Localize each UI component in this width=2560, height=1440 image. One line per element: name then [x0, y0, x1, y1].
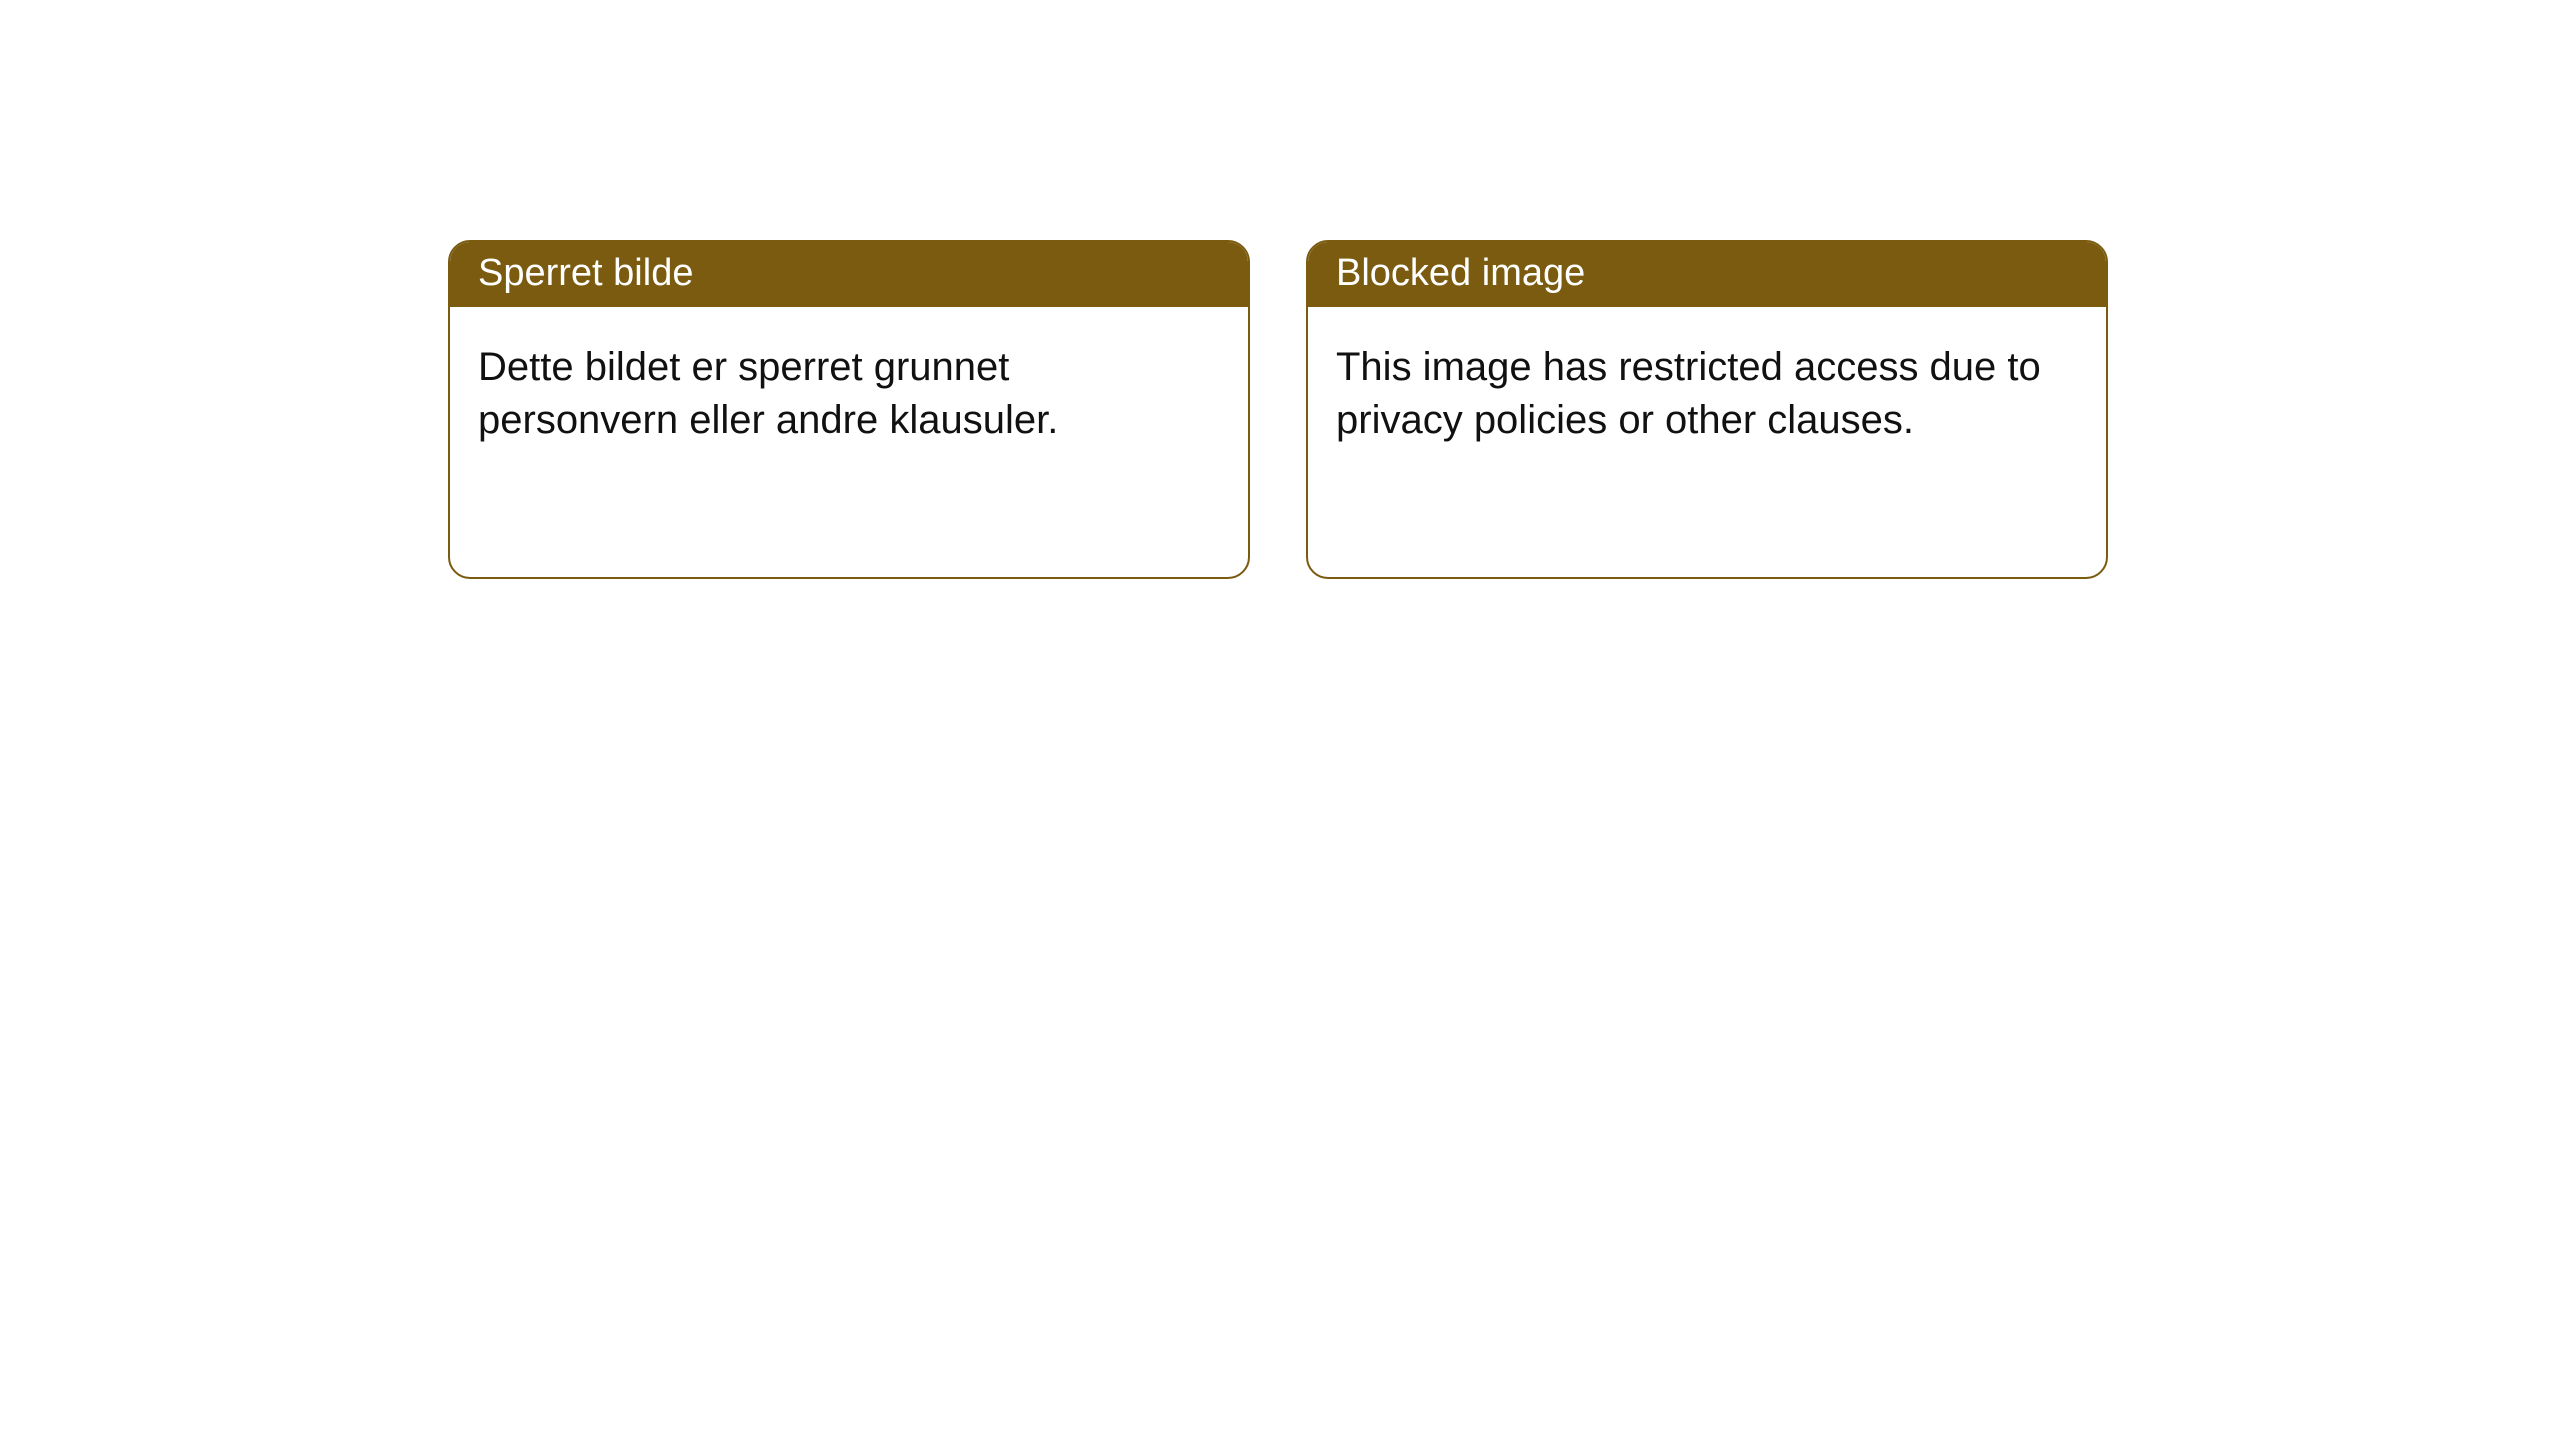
card-body-text: This image has restricted access due to …	[1336, 345, 2041, 442]
card-title: Sperret bilde	[478, 252, 693, 294]
notice-card-english: Blocked image This image has restricted …	[1306, 240, 2108, 579]
card-body-text: Dette bildet er sperret grunnet personve…	[478, 345, 1058, 442]
card-body: Dette bildet er sperret grunnet personve…	[450, 307, 1248, 577]
card-body: This image has restricted access due to …	[1308, 307, 2106, 577]
card-header: Blocked image	[1308, 242, 2106, 307]
notice-card-norwegian: Sperret bilde Dette bildet er sperret gr…	[448, 240, 1250, 579]
card-title: Blocked image	[1336, 252, 1585, 294]
card-header: Sperret bilde	[450, 242, 1248, 307]
notice-cards-container: Sperret bilde Dette bildet er sperret gr…	[0, 0, 2560, 579]
